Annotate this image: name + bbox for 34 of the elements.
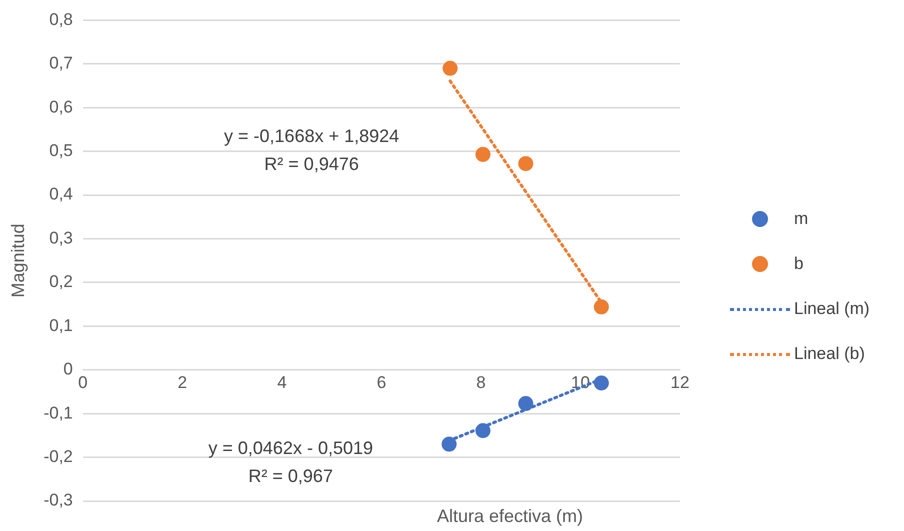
annotation: y = -0,1668x + 1,8924 R² = 0,9476 [224,126,400,174]
legend-label: m [794,208,808,228]
x-tick-label: 8 [476,372,486,392]
y-axis-title: Magnitud [8,224,28,298]
x-tick-label: 12 [670,372,690,392]
y-tick-label: 0,6 [49,97,73,116]
x-tick-label: 0 [78,372,88,392]
point [594,375,609,390]
x-tick-label: 4 [277,372,287,392]
x-axis-title: Altura efectiva (m) [436,506,584,527]
point [442,436,457,452]
point [475,423,490,438]
y-tick-label: 0,3 [49,228,73,248]
point [475,146,490,162]
y-tick-label: 0,2 [49,272,73,292]
point [594,299,609,314]
point [518,396,534,412]
y-tick-label: 0,5 [49,141,73,160]
legend-label: Lineal (m) [794,298,870,318]
point [442,60,458,76]
annotation: y = 0,0462x - 0,5019 R² = 0,967 [208,438,373,486]
x-tick-label: 2 [178,372,188,392]
x-tick-label: 6 [376,372,386,392]
y-tick-label: 0,8 [49,10,73,29]
y-tick-label: -0,3 [44,490,73,510]
y-tick-label: 0 [63,360,73,379]
point [518,156,534,172]
y-tick-label: 0,1 [49,316,73,335]
y-tick-label: 0,7 [49,54,73,73]
y-tick-label: 0,4 [49,184,73,204]
legend-label: b [794,254,804,274]
legend-label: Lineal (b) [794,344,865,364]
y-tick-label: -0,2 [44,446,73,466]
y-tick-label: -0,1 [44,403,73,422]
